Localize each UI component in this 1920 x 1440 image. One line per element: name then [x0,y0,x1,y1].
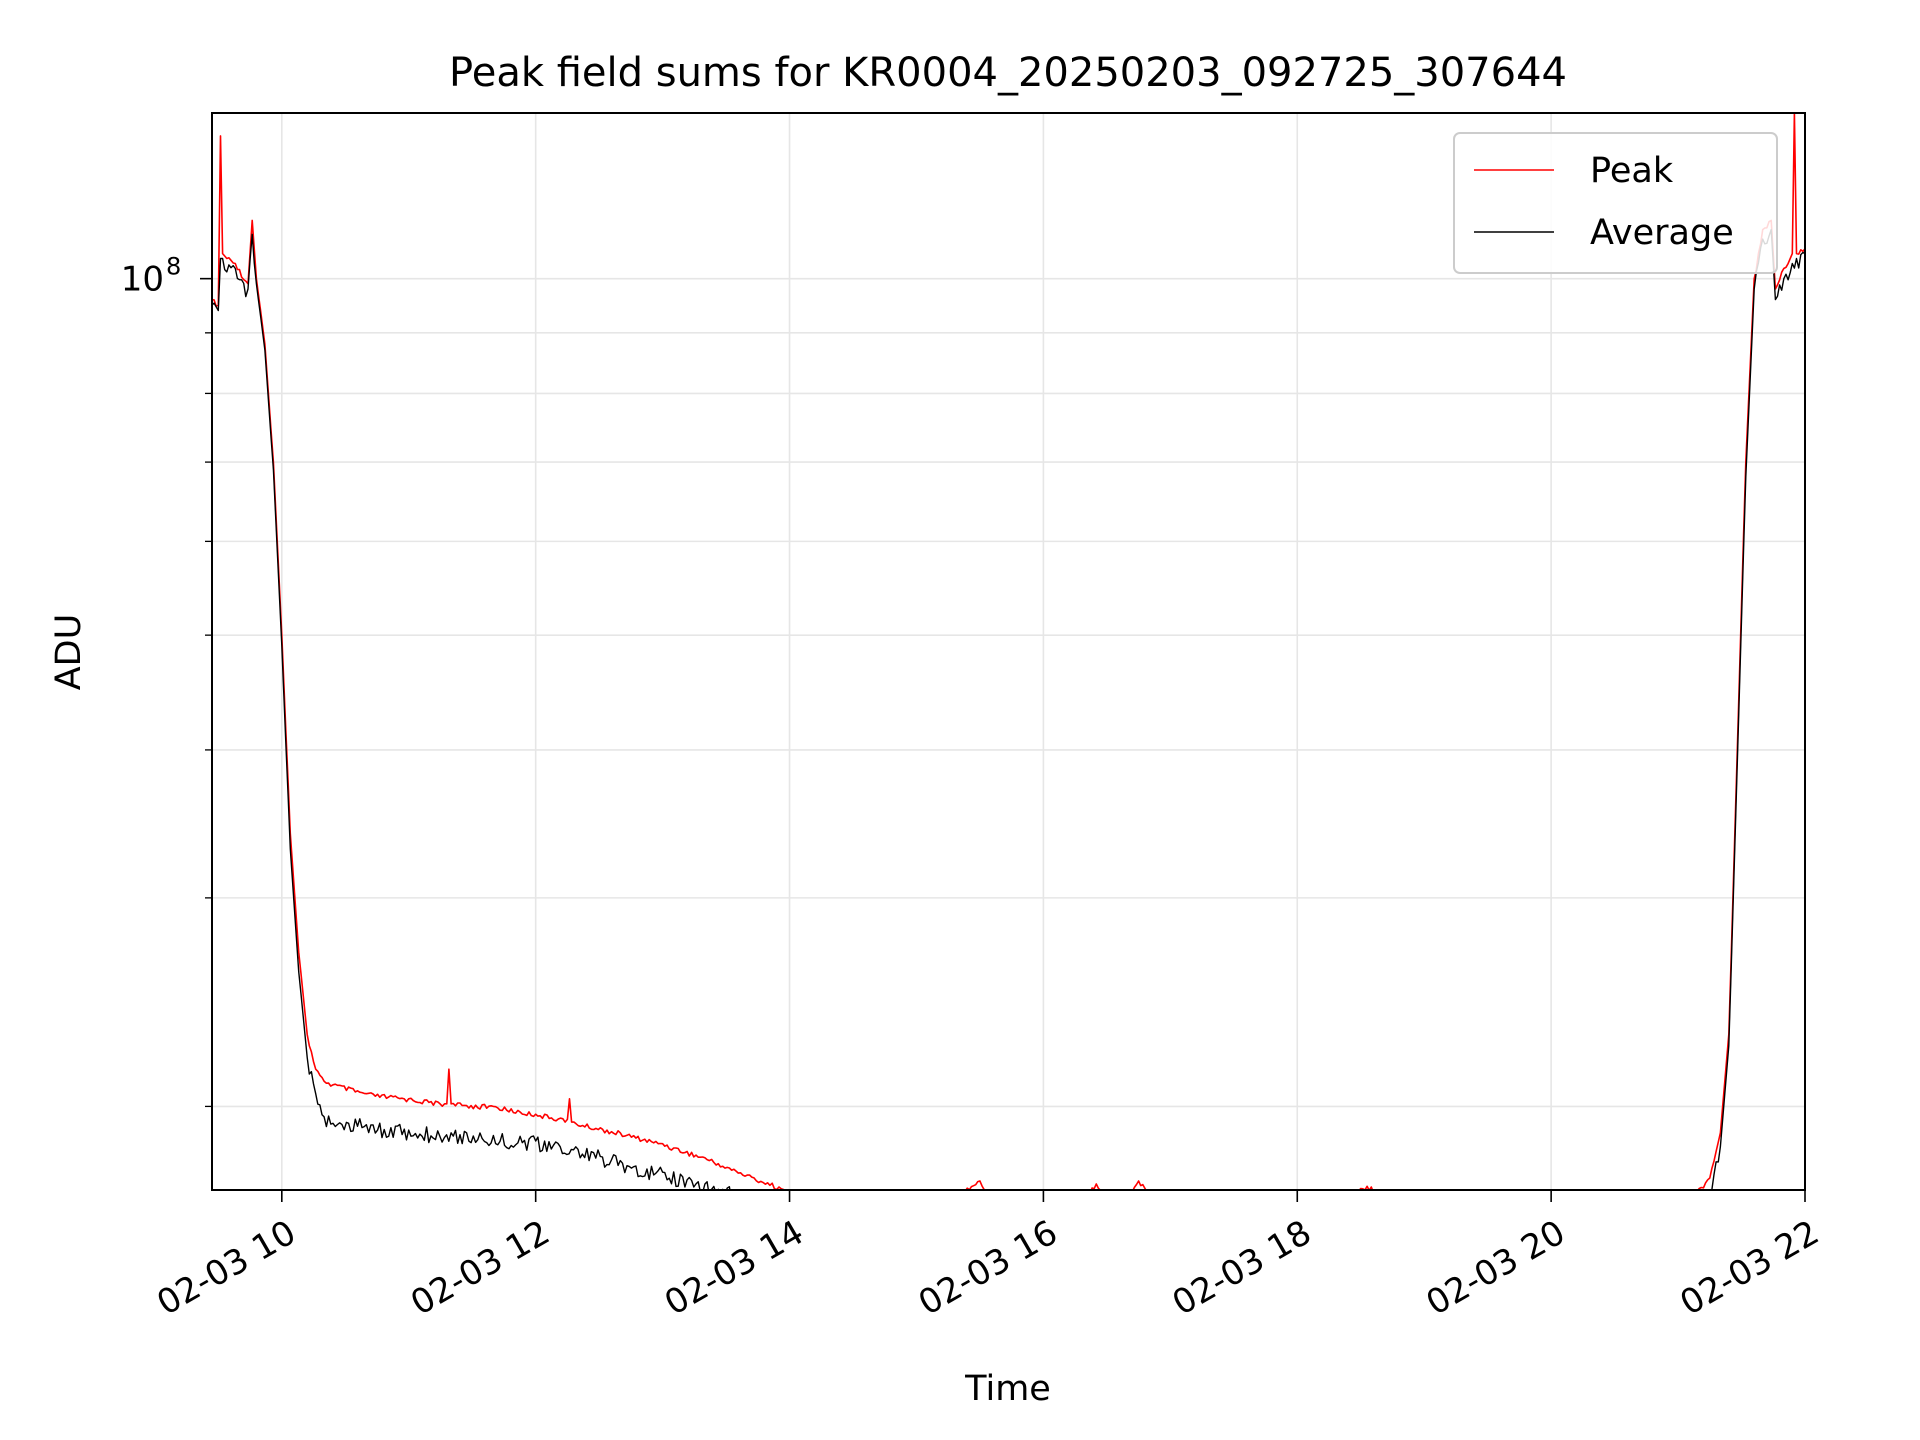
legend-label-average: Average [1590,213,1734,253]
y-tick-label-exponent: 8 [166,253,181,281]
legend-box [1453,132,1778,274]
series-layer [212,113,1805,1190]
y-axis-label: ADU [49,614,89,691]
legend-label-peak: Peak [1590,151,1674,191]
plot-frame [211,112,1806,1191]
x-axis-label: Time [964,1369,1051,1409]
y-tick-label-base: 10 [121,260,164,300]
series-line-average [212,228,1805,1190]
series-line-peak [212,113,1805,1190]
chart-title: Peak field sums for KR0004_20250203_0927… [449,50,1567,96]
legend: Peak Average [1453,132,1778,274]
